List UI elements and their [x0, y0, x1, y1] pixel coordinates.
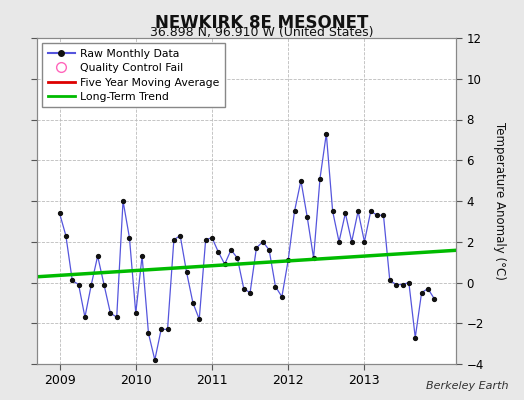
Text: 36.898 N, 96.910 W (United States): 36.898 N, 96.910 W (United States) [150, 26, 374, 39]
Text: Berkeley Earth: Berkeley Earth [426, 381, 508, 391]
Y-axis label: Temperature Anomaly (°C): Temperature Anomaly (°C) [493, 122, 506, 280]
Legend: Raw Monthly Data, Quality Control Fail, Five Year Moving Average, Long-Term Tren: Raw Monthly Data, Quality Control Fail, … [42, 44, 225, 107]
Text: NEWKIRK 8E MESONET: NEWKIRK 8E MESONET [155, 14, 369, 32]
